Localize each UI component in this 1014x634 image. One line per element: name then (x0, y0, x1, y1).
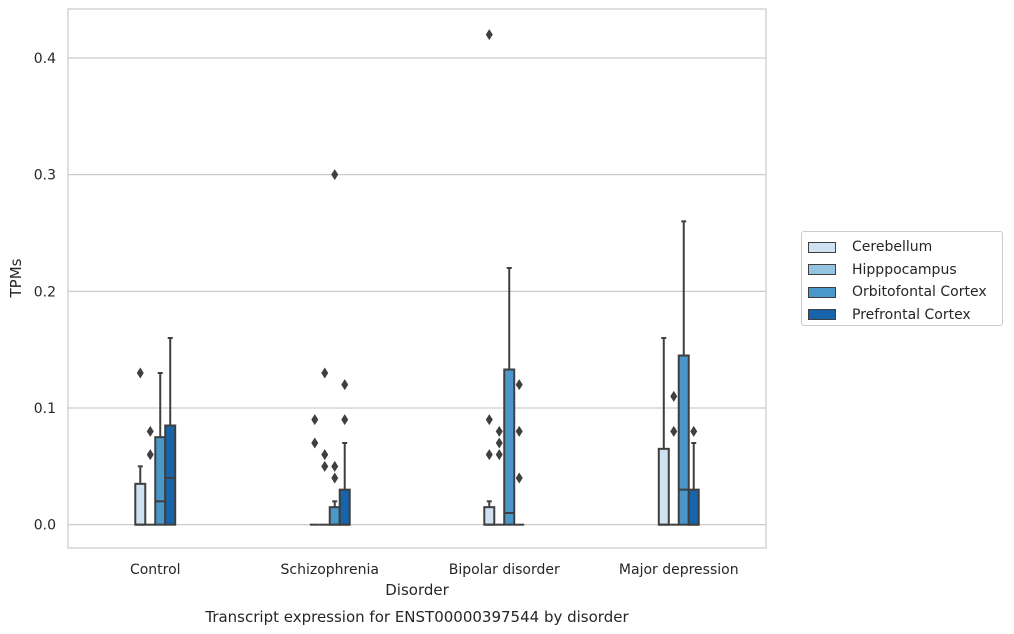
box-orbitofontal-cortex-major-depression (677, 220, 690, 526)
y-tick-label: 0.3 (34, 168, 56, 184)
box-body (164, 424, 177, 526)
outlier-point (146, 449, 154, 461)
outlier-point (670, 425, 678, 437)
box-cerebellum-major-depression (657, 337, 670, 526)
box-cerebellum-schizophrenia (309, 414, 320, 526)
legend-item-orbitofrontal-cortex: Orbitofontal Cortex (808, 281, 1002, 304)
box-body (503, 368, 516, 526)
outlier-point (321, 367, 329, 379)
box-orbitofontal-cortex-schizophrenia (328, 169, 341, 526)
box-prefrontal-cortex-schizophrenia (338, 379, 351, 526)
outlier-point (495, 425, 503, 437)
legend-swatch-orbitofrontal-cortex (808, 286, 836, 298)
x-tick-label: Control (130, 562, 181, 578)
box-hipppocampus-major-depression (668, 390, 679, 526)
legend-swatch-hippocampus (808, 264, 836, 276)
outlier-point (311, 437, 319, 449)
chart-title: Transcript expression for ENST0000039754… (204, 608, 629, 626)
box-orbitofontal-cortex-bipolar-disorder (503, 267, 516, 526)
outlier-point (690, 425, 698, 437)
y-tick-label: 0.1 (34, 401, 56, 417)
legend-item-hippocampus: Hipppocampus (808, 259, 1002, 282)
outlier-point (485, 29, 493, 41)
x-axis-ticks: Control Schizophrenia Bipolar disorder Majo… (130, 562, 739, 578)
box-prefrontal-cortex-major-depression (687, 425, 700, 526)
box-prefrontal-cortex-bipolar-disorder (514, 379, 525, 526)
legend-item-prefrontal-cortex: Prefrontal Cortex (808, 304, 1002, 327)
box-hipppocampus-schizophrenia (319, 367, 330, 526)
legend-item-cerebellum: Cerebellum (808, 236, 1002, 259)
legend-label-cerebellum: Cerebellum (852, 239, 933, 256)
outlier-point (136, 367, 144, 379)
box-body (338, 488, 351, 526)
box-hipppocampus-control (145, 425, 156, 526)
outlier-point (670, 390, 678, 402)
x-axis-label: Disorder (385, 581, 449, 599)
y-tick-label: 0.2 (34, 284, 56, 300)
y-tick-label: 0.4 (34, 51, 56, 67)
outlier-point (331, 169, 339, 181)
legend-label-prefrontal-cortex: Prefrontal Cortex (852, 306, 971, 323)
plot-area-frame (67, 8, 767, 549)
box-body (677, 354, 690, 526)
box-orbitofontal-cortex-control (154, 372, 167, 526)
outlier-point (331, 472, 339, 484)
box-hipppocampus-bipolar-disorder (494, 425, 505, 526)
x-tick-label: Bipolar disorder (449, 562, 560, 578)
box-cerebellum-control (134, 367, 147, 526)
outlier-point (495, 437, 503, 449)
x-tick-label: Schizophrenia (281, 562, 379, 578)
y-axis-label: TPMs (7, 258, 25, 298)
box-body (657, 447, 670, 526)
plot-boxes (134, 29, 700, 526)
outlier-point (331, 460, 339, 472)
legend-label-orbitofrontal-cortex: Orbitofontal Cortex (852, 284, 987, 301)
outlier-point (341, 414, 349, 426)
box-cerebellum-bipolar-disorder (483, 29, 496, 526)
outlier-point (515, 472, 523, 484)
outlier-point (341, 379, 349, 391)
y-tick-label: 0.0 (34, 518, 56, 534)
y-axis-ticks: 0.0 0.1 0.2 0.3 0.4 (34, 51, 56, 534)
outlier-point (321, 460, 329, 472)
outlier-point (515, 379, 523, 391)
box-body (328, 506, 341, 526)
box-body (154, 436, 167, 526)
outlier-point (515, 425, 523, 437)
legend: Cerebellum Hipppocampus Orbitofontal Cor… (801, 231, 1003, 326)
outlier-point (146, 425, 154, 437)
legend-swatch-prefrontal-cortex (808, 309, 836, 321)
box-prefrontal-cortex-control (164, 337, 177, 526)
legend-swatch-cerebellum (808, 241, 836, 253)
x-tick-label: Major depression (619, 562, 739, 578)
outlier-point (321, 449, 329, 461)
outlier-point (485, 449, 493, 461)
outlier-point (495, 449, 503, 461)
box-body (483, 506, 496, 526)
gridlines (68, 57, 766, 526)
box-body (134, 482, 147, 526)
outlier-point (485, 414, 493, 426)
outlier-point (311, 414, 319, 426)
box-body (687, 488, 700, 526)
legend-label-hippocampus: Hipppocampus (852, 261, 957, 278)
